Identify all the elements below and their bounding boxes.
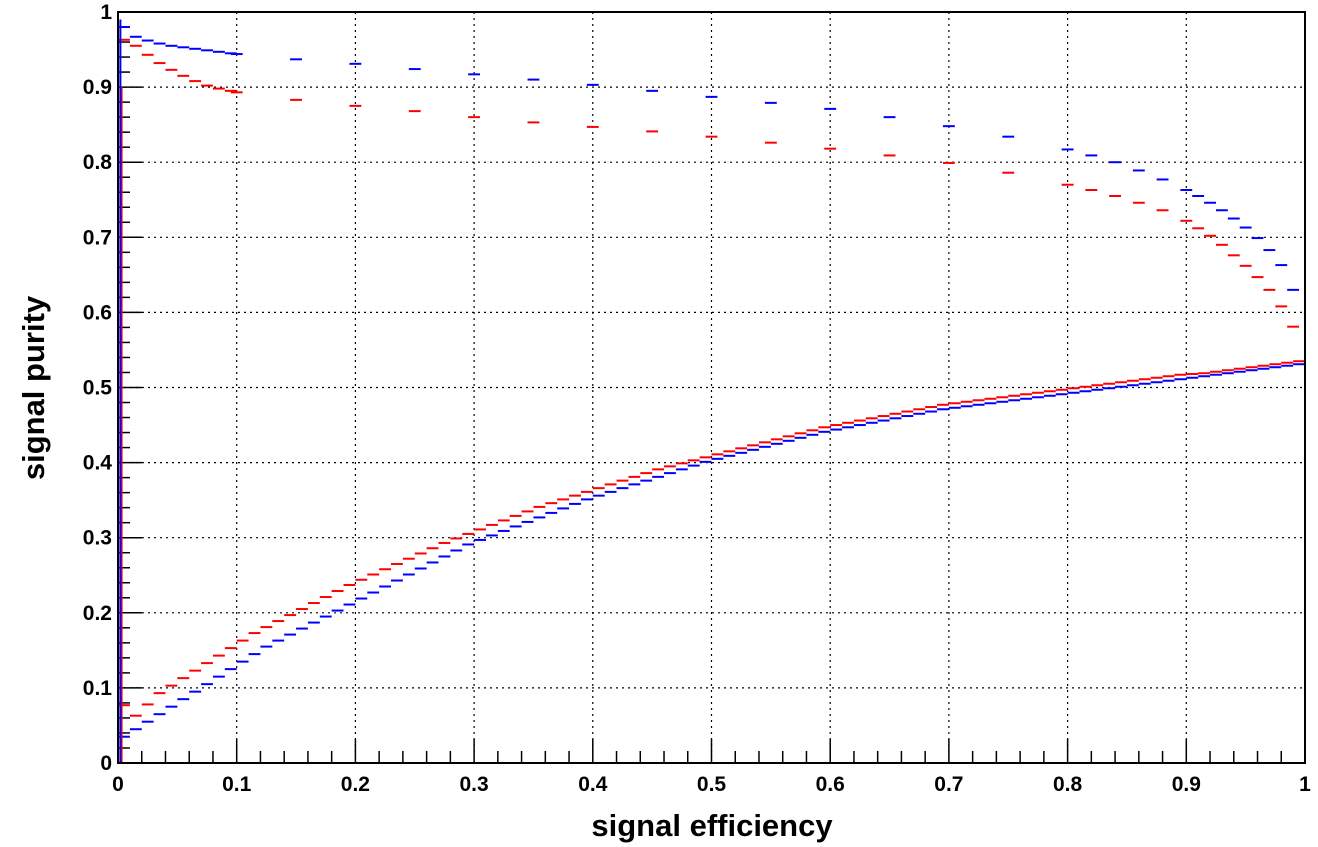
x-axis-title: signal efficiency bbox=[591, 808, 833, 843]
x-tick-labels: 0 0.1 0.2 0.3 0.4 0.5 0.6 0.7 0.8 0.9 1 bbox=[112, 773, 1311, 796]
y-tick-labels: 0 0.1 0.2 0.3 0.4 0.5 0.6 0.7 0.8 0.9 1 bbox=[83, 1, 113, 775]
y-tick-label: 0.8 bbox=[83, 151, 113, 174]
series-2-lower bbox=[118, 363, 1305, 738]
x-tick-label: 0.9 bbox=[1172, 773, 1201, 796]
y-tick-label: 0 bbox=[100, 752, 112, 775]
grid bbox=[118, 12, 1305, 763]
data-series bbox=[118, 19, 1305, 763]
x-tick-label: 0 bbox=[112, 773, 124, 796]
plot-frame bbox=[117, 11, 1306, 764]
x-tick-label: 0.1 bbox=[222, 773, 252, 796]
series-1-upper bbox=[118, 38, 1300, 328]
y-tick-label: 0.5 bbox=[83, 377, 113, 400]
x-tick-label: 0.4 bbox=[578, 773, 608, 796]
x-tick-label: 0.8 bbox=[1053, 773, 1083, 796]
y-tick-label: 0.1 bbox=[83, 677, 113, 700]
series-3-lower bbox=[118, 360, 1305, 717]
x-tick-label: 0.3 bbox=[459, 773, 488, 796]
y-tick-label: 0.2 bbox=[83, 602, 112, 625]
y-tick-label: 1 bbox=[100, 1, 112, 24]
x-tick-label: 1 bbox=[1299, 773, 1311, 796]
x-tick-label: 0.2 bbox=[341, 773, 370, 796]
x-tick-label: 0.6 bbox=[816, 773, 845, 796]
x-tick-label: 0.7 bbox=[934, 773, 963, 796]
x-tick-label: 0.5 bbox=[697, 773, 727, 796]
y-axis-title: signal purity bbox=[16, 295, 51, 480]
y-tick-label: 0.3 bbox=[83, 527, 112, 550]
series-0-upper bbox=[118, 26, 1300, 291]
y-tick-label: 0.7 bbox=[83, 226, 112, 249]
y-tick-label: 0.6 bbox=[83, 301, 112, 324]
y-tick-label: 0.9 bbox=[83, 76, 112, 99]
y-tick-label: 0.4 bbox=[83, 452, 113, 475]
